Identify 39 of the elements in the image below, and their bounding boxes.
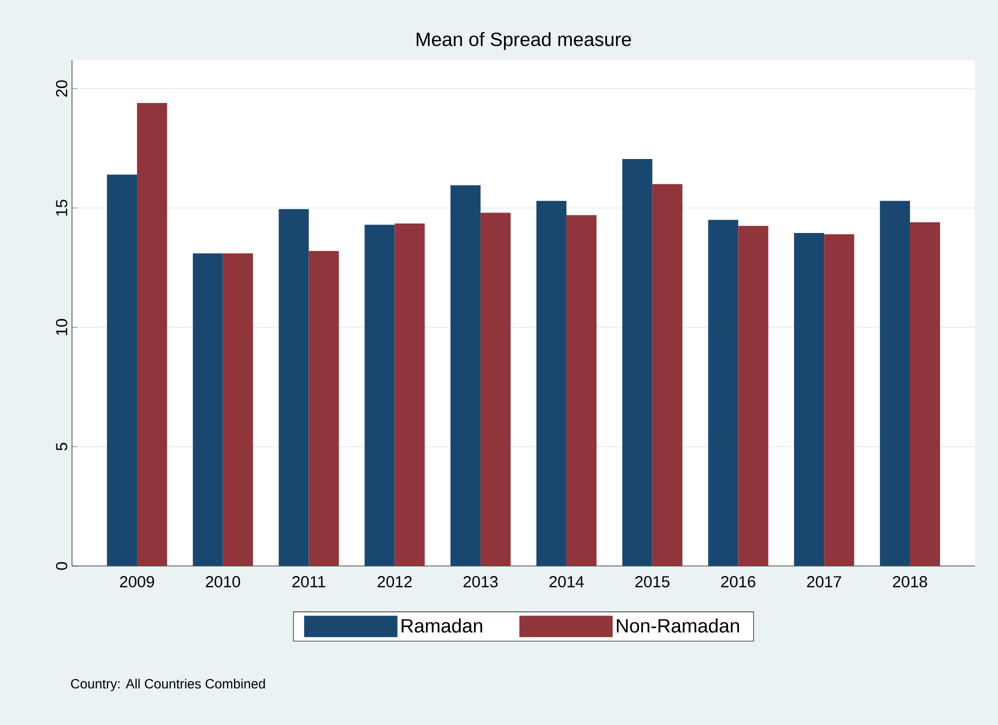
bar bbox=[536, 200, 566, 566]
x-tick-label: 2014 bbox=[549, 576, 584, 588]
x-tick-label: 2009 bbox=[120, 576, 154, 588]
y-tick-label: 5 bbox=[56, 442, 68, 450]
x-tick-label: 2012 bbox=[378, 576, 412, 588]
x-tick-label: 2018 bbox=[892, 576, 928, 588]
bar bbox=[738, 226, 768, 566]
x-tick-label: 2017 bbox=[807, 576, 842, 588]
bar bbox=[566, 215, 597, 566]
bar bbox=[278, 209, 309, 566]
bar bbox=[137, 102, 168, 566]
chart-title: Mean of Spread measure bbox=[416, 32, 631, 50]
x-tick-label: 2010 bbox=[206, 576, 240, 588]
bar bbox=[364, 224, 395, 566]
y-tick-label: 10 bbox=[56, 319, 68, 336]
bar bbox=[794, 233, 824, 566]
legend-label: Non-Ramadan bbox=[616, 618, 739, 633]
x-tick-label: 2013 bbox=[464, 576, 498, 588]
text: Country: All Countries Combined bbox=[71, 678, 265, 692]
bar bbox=[622, 159, 652, 566]
x-tick-label: 2015 bbox=[635, 576, 670, 588]
y-tick-label: 0 bbox=[56, 562, 68, 570]
bar bbox=[910, 222, 940, 566]
bar bbox=[450, 185, 481, 566]
bar bbox=[480, 212, 511, 566]
bar bbox=[880, 200, 910, 566]
legend-label: Ramadan bbox=[402, 618, 482, 633]
bar bbox=[652, 184, 682, 566]
y-tick-label: 20 bbox=[56, 80, 68, 97]
bar bbox=[106, 174, 138, 566]
x-tick-label: 2011 bbox=[292, 576, 326, 588]
bar bbox=[308, 250, 339, 566]
bar bbox=[824, 234, 854, 566]
bar bbox=[708, 220, 738, 566]
bar bbox=[222, 253, 253, 566]
bar bbox=[192, 253, 223, 566]
x-tick-label: 2016 bbox=[721, 576, 756, 588]
y-tick-label: 15 bbox=[56, 200, 68, 216]
bar bbox=[394, 223, 425, 566]
